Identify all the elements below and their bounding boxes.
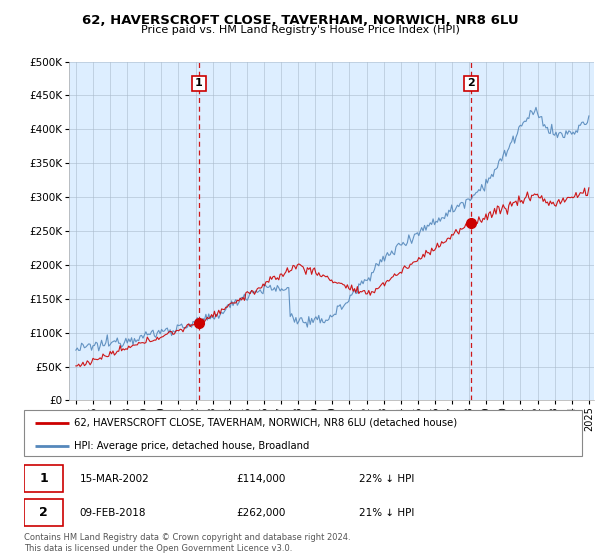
Text: £262,000: £262,000 [236,508,286,518]
Text: 2: 2 [39,506,48,519]
Text: 22% ↓ HPI: 22% ↓ HPI [359,474,414,484]
Text: Contains HM Land Registry data © Crown copyright and database right 2024.
This d: Contains HM Land Registry data © Crown c… [24,533,350,553]
Text: 2: 2 [467,78,475,88]
FancyBboxPatch shape [24,499,63,526]
Text: 62, HAVERSCROFT CLOSE, TAVERHAM, NORWICH, NR8 6LU: 62, HAVERSCROFT CLOSE, TAVERHAM, NORWICH… [82,14,518,27]
Text: 21% ↓ HPI: 21% ↓ HPI [359,508,414,518]
Text: 62, HAVERSCROFT CLOSE, TAVERHAM, NORWICH, NR8 6LU (detached house): 62, HAVERSCROFT CLOSE, TAVERHAM, NORWICH… [74,418,457,428]
FancyBboxPatch shape [24,465,63,492]
Text: 15-MAR-2002: 15-MAR-2002 [80,474,149,484]
Text: 09-FEB-2018: 09-FEB-2018 [80,508,146,518]
Text: 1: 1 [39,472,48,485]
Text: HPI: Average price, detached house, Broadland: HPI: Average price, detached house, Broa… [74,441,310,451]
Text: £114,000: £114,000 [236,474,286,484]
Text: Price paid vs. HM Land Registry's House Price Index (HPI): Price paid vs. HM Land Registry's House … [140,25,460,35]
Text: 1: 1 [195,78,203,88]
FancyBboxPatch shape [24,410,582,456]
